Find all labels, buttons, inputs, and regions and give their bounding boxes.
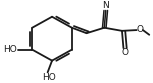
Text: N: N [102, 1, 109, 10]
Text: HO: HO [42, 73, 56, 82]
Text: O: O [122, 48, 129, 57]
Text: O: O [136, 25, 144, 34]
Text: HO: HO [3, 45, 17, 54]
